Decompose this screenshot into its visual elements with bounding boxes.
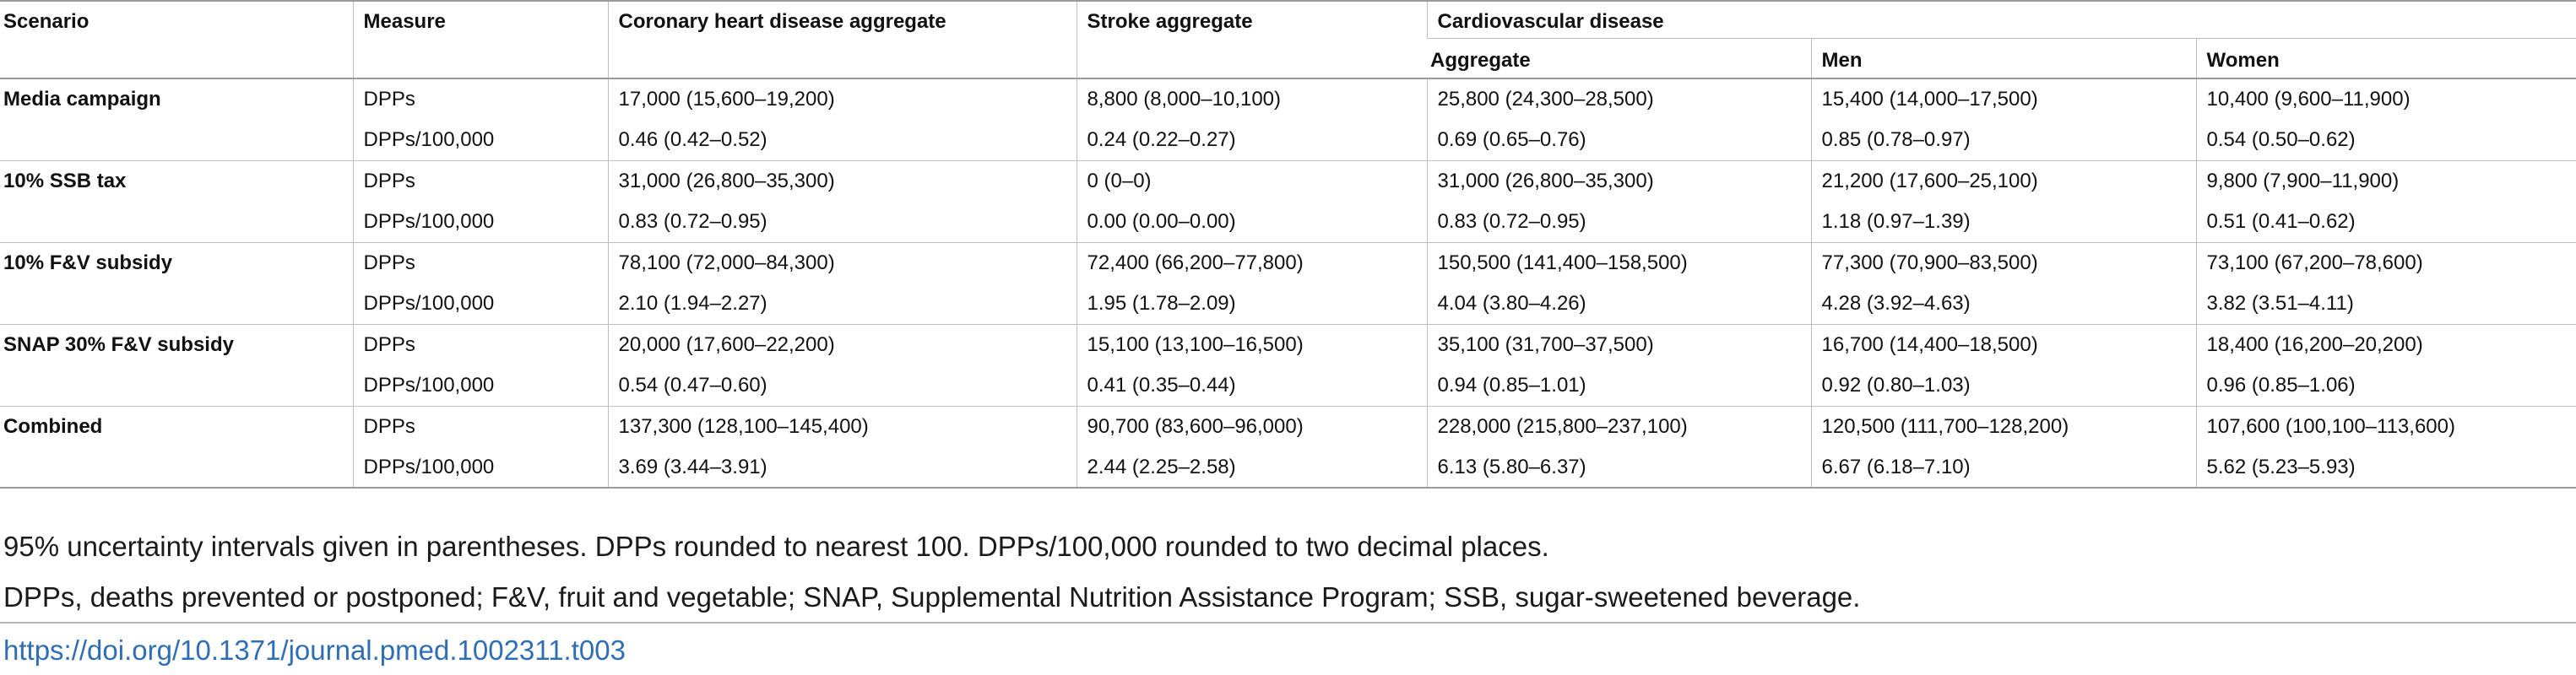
table-row: DPPs/100,000 0.46 (0.42–0.52) 0.24 (0.22–0…	[0, 119, 2576, 161]
header-scenario: Scenario	[0, 0, 353, 79]
table-row: 10% F&V subsidy DPPs 78,100 (72,000–84,300…	[0, 241, 2576, 284]
cell-scenario	[0, 446, 353, 489]
table-row: Media campaign DPPs 17,000 (15,600–19,200)…	[0, 78, 2576, 120]
cell-chd: 137,300 (128,100–145,400)	[607, 405, 1076, 447]
cell-aggregate: 35,100 (31,700–37,500)	[1426, 323, 1811, 365]
cell-aggregate: 31,000 (26,800–35,300)	[1426, 159, 1811, 202]
cell-women: 107,600 (100,100–113,600)	[2195, 405, 2576, 447]
cell-women: 0.51 (0.41–0.62)	[2195, 201, 2576, 242]
cell-stroke: 0.41 (0.35–0.44)	[1076, 364, 1427, 406]
header-cardiovascular-disease: Cardiovascular disease	[1426, 0, 2576, 38]
cell-aggregate: 150,500 (141,400–158,500)	[1426, 241, 1811, 284]
cell-women: 18,400 (16,200–20,200)	[2195, 323, 2576, 365]
cell-aggregate: 0.69 (0.65–0.76)	[1426, 119, 1811, 160]
cell-stroke: 1.95 (1.78–2.09)	[1076, 283, 1427, 324]
cell-measure: DPPs	[352, 405, 608, 447]
cell-chd: 0.54 (0.47–0.60)	[607, 364, 1076, 406]
header-cvd-aggregate: Aggregate	[1427, 37, 1811, 79]
cell-men: 77,300 (70,900–83,500)	[1810, 241, 2196, 284]
cell-stroke: 2.44 (2.25–2.58)	[1076, 446, 1427, 489]
cell-stroke: 15,100 (13,100–16,500)	[1076, 323, 1427, 365]
table-footnotes: 95% uncertainty intervals given in paren…	[3, 521, 1860, 623]
cell-stroke: 0.24 (0.22–0.27)	[1076, 119, 1427, 160]
table-row: DPPs/100,000 3.69 (3.44–3.91) 2.44 (2.25–2…	[0, 446, 2576, 489]
cell-women: 73,100 (67,200–78,600)	[2195, 241, 2576, 284]
header-chd-aggregate: Coronary heart disease aggregate	[607, 0, 1076, 79]
cell-scenario	[0, 120, 353, 161]
cell-chd: 31,000 (26,800–35,300)	[607, 159, 1076, 202]
cell-women: 0.96 (0.85–1.06)	[2195, 364, 2576, 406]
cell-women: 9,800 (7,900–11,900)	[2195, 159, 2576, 202]
cell-aggregate: 0.83 (0.72–0.95)	[1426, 201, 1811, 242]
cell-men: 1.18 (0.97–1.39)	[1810, 201, 2196, 242]
cell-aggregate: 4.04 (3.80–4.26)	[1426, 283, 1811, 324]
cell-chd: 0.46 (0.42–0.52)	[607, 119, 1076, 160]
cell-chd: 20,000 (17,600–22,200)	[607, 323, 1076, 365]
header-stroke-aggregate: Stroke aggregate	[1076, 0, 1427, 79]
cell-scenario	[0, 284, 353, 325]
cell-women: 0.54 (0.50–0.62)	[2195, 119, 2576, 160]
cell-scenario	[0, 365, 353, 407]
footnote-uncertainty: 95% uncertainty intervals given in paren…	[3, 531, 1549, 562]
cell-scenario: SNAP 30% F&V subsidy	[0, 323, 353, 365]
cell-scenario: Media campaign	[0, 78, 353, 120]
cell-chd: 3.69 (3.44–3.91)	[607, 446, 1076, 489]
cell-men: 21,200 (17,600–25,100)	[1810, 159, 2196, 202]
cell-measure: DPPs/100,000	[352, 283, 608, 324]
cell-aggregate: 0.94 (0.85–1.01)	[1426, 364, 1811, 406]
table-body: Media campaign DPPs 17,000 (15,600–19,200)…	[0, 78, 2576, 489]
table-row: SNAP 30% F&V subsidy DPPs 20,000 (17,600–2…	[0, 323, 2576, 365]
cell-measure: DPPs/100,000	[352, 119, 608, 160]
cell-chd: 17,000 (15,600–19,200)	[607, 78, 1076, 120]
cell-chd: 2.10 (1.94–2.27)	[607, 283, 1076, 324]
cell-scenario: 10% F&V subsidy	[0, 241, 353, 284]
table-row: DPPs/100,000 0.83 (0.72–0.95) 0.00 (0.00–0…	[0, 201, 2576, 243]
cell-men: 4.28 (3.92–4.63)	[1810, 283, 2196, 324]
header-row-2: Aggregate Men Women	[0, 37, 2576, 79]
cell-scenario: Combined	[0, 405, 353, 447]
cell-aggregate: 6.13 (5.80–6.37)	[1426, 446, 1811, 489]
table-row: Combined DPPs 137,300 (128,100–145,400) 90,…	[0, 405, 2576, 447]
cell-measure: DPPs/100,000	[352, 364, 608, 406]
cell-measure: DPPs	[352, 78, 608, 120]
cell-scenario: 10% SSB tax	[0, 159, 353, 202]
cell-men: 16,700 (14,400–18,500)	[1810, 323, 2196, 365]
table-row: DPPs/100,000 0.54 (0.47–0.60) 0.41 (0.35–0…	[0, 364, 2576, 407]
cell-women: 3.82 (3.51–4.11)	[2195, 283, 2576, 324]
cell-chd: 78,100 (72,000–84,300)	[607, 241, 1076, 284]
header-measure: Measure	[352, 0, 608, 79]
table-row: 10% SSB tax DPPs 31,000 (26,800–35,300) 0 (…	[0, 159, 2576, 202]
doi-link[interactable]: https://doi.org/10.1371/journal.pmed.100…	[3, 634, 626, 666]
cell-measure: DPPs/100,000	[352, 201, 608, 242]
cell-measure: DPPs	[352, 241, 608, 284]
header-row-1: Scenario Measure Coronary heart disease …	[0, 0, 2576, 79]
doi-divider	[0, 622, 2576, 624]
cell-aggregate: 228,000 (215,800–237,100)	[1426, 405, 1811, 447]
cell-men: 0.92 (0.80–1.03)	[1810, 364, 2196, 406]
cell-stroke: 0.00 (0.00–0.00)	[1076, 201, 1427, 242]
footnote-abbreviations: DPPs, deaths prevented or postponed; F&V…	[3, 581, 1861, 613]
header-cvd-women: Women	[2195, 37, 2576, 79]
cell-scenario	[0, 202, 353, 243]
cell-stroke: 0 (0–0)	[1076, 159, 1427, 202]
cell-stroke: 72,400 (66,200–77,800)	[1076, 241, 1427, 284]
results-table-container: Scenario Measure Coronary heart disease …	[0, 0, 2576, 489]
cell-stroke: 8,800 (8,000–10,100)	[1076, 78, 1427, 120]
header-cvd-men: Men	[1810, 37, 2196, 79]
cell-women: 10,400 (9,600–11,900)	[2195, 78, 2576, 120]
cell-stroke: 90,700 (83,600–96,000)	[1076, 405, 1427, 447]
cell-women: 5.62 (5.23–5.93)	[2195, 446, 2576, 489]
cell-men: 0.85 (0.78–0.97)	[1810, 119, 2196, 160]
cell-aggregate: 25,800 (24,300–28,500)	[1426, 78, 1811, 120]
results-table: Scenario Measure Coronary heart disease …	[0, 0, 2576, 489]
cell-men: 120,500 (111,700–128,200)	[1810, 405, 2196, 447]
cell-measure: DPPs/100,000	[352, 446, 608, 489]
cell-men: 6.67 (6.18–7.10)	[1810, 446, 2196, 489]
cell-men: 15,400 (14,000–17,500)	[1810, 78, 2196, 120]
cell-chd: 0.83 (0.72–0.95)	[607, 201, 1076, 242]
cell-measure: DPPs	[352, 323, 608, 365]
cell-measure: DPPs	[352, 159, 608, 202]
table-row: DPPs/100,000 2.10 (1.94–2.27) 1.95 (1.78–2…	[0, 283, 2576, 325]
